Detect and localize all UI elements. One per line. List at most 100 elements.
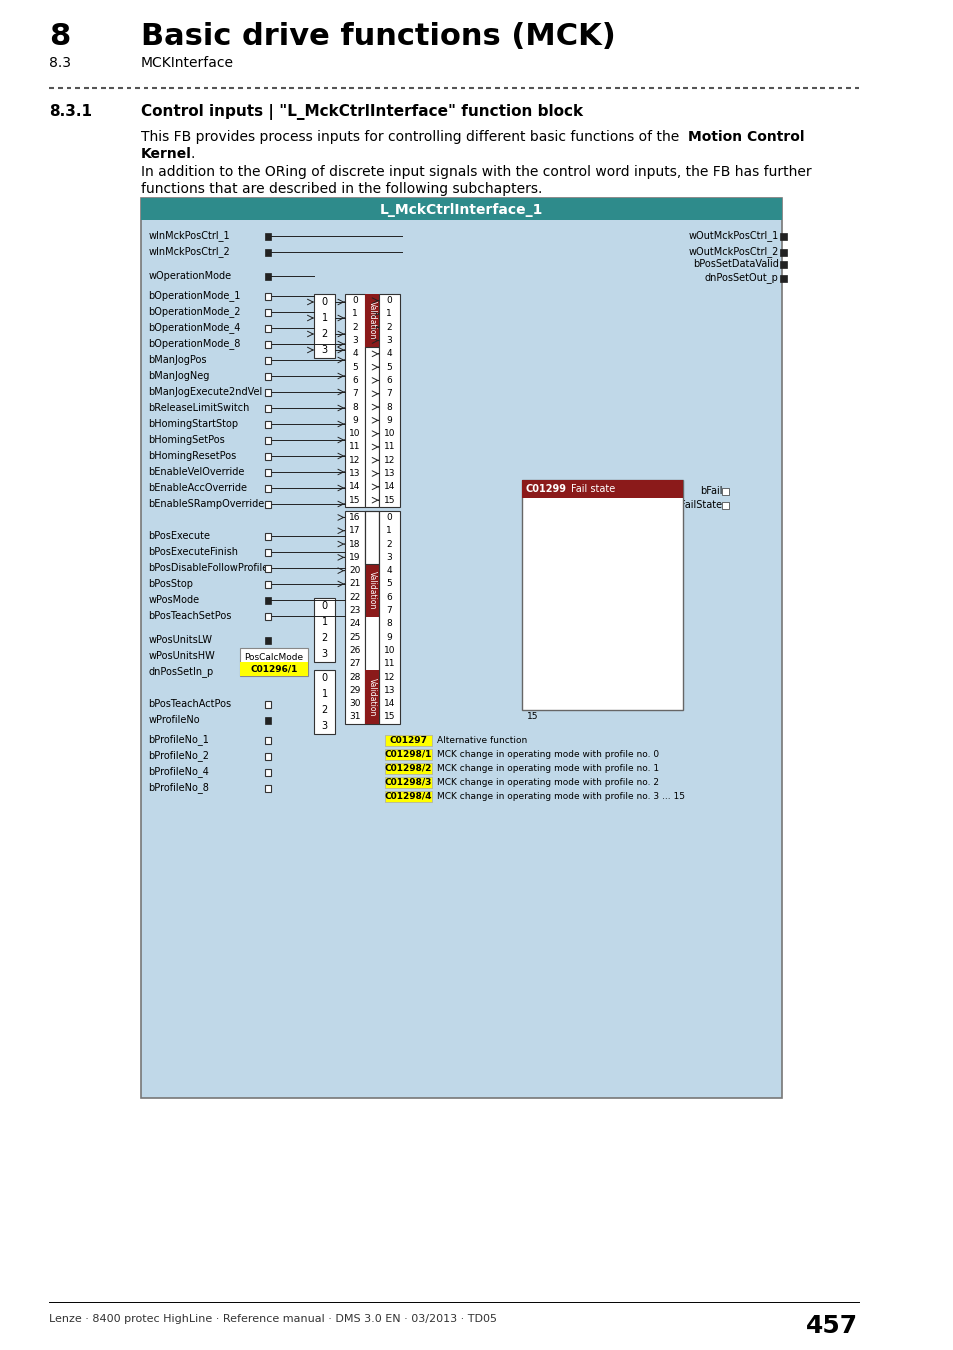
Bar (264, 389, 271, 396)
Text: 11: 11 (349, 443, 360, 451)
Bar (314, 294, 335, 358)
Bar (344, 294, 365, 506)
Text: 3: 3 (321, 346, 327, 355)
Text: bPosExecuteFinish: bPosExecuteFinish (149, 547, 238, 558)
Text: 18: 18 (349, 540, 360, 548)
Text: 1: 1 (321, 690, 327, 699)
Bar (264, 468, 271, 475)
Text: 5: 5 (352, 363, 357, 371)
Text: 12: 12 (383, 672, 395, 682)
Text: 9: 9 (386, 633, 392, 641)
Bar (264, 452, 271, 459)
Text: 0: 0 (530, 502, 536, 512)
Text: 13: 13 (383, 686, 395, 695)
Text: bEnableSRampOverride: bEnableSRampOverride (149, 500, 264, 509)
Text: L_MckCtrlInterface_1: L_MckCtrlInterface_1 (379, 202, 543, 217)
Text: 8: 8 (386, 402, 392, 412)
Text: 17: 17 (349, 526, 360, 535)
Bar (264, 485, 271, 491)
Text: InvalidOperationMode: InvalidOperationMode (542, 502, 642, 512)
Text: bFail: bFail (700, 486, 721, 495)
Text: 3: 3 (321, 721, 327, 732)
Bar (264, 668, 271, 675)
Text: 1: 1 (530, 516, 536, 525)
Text: wInMckPosCtrl_2: wInMckPosCtrl_2 (149, 247, 230, 258)
Text: 3: 3 (386, 554, 392, 562)
Text: 13: 13 (349, 468, 360, 478)
Bar (365, 671, 378, 724)
Text: 2: 2 (386, 323, 392, 332)
Text: 22: 22 (349, 593, 360, 602)
Bar (141, 198, 781, 1098)
Bar (264, 752, 271, 760)
Text: 30: 30 (349, 699, 360, 709)
Text: 5: 5 (386, 579, 392, 589)
Text: wProfileNo: wProfileNo (149, 716, 200, 725)
Text: 10: 10 (527, 643, 538, 651)
Text: 3: 3 (530, 544, 536, 554)
Text: Lenze · 8400 protec HighLine · Reference manual · DMS 3.0 EN · 03/2013 · TD05: Lenze · 8400 protec HighLine · Reference… (50, 1314, 497, 1324)
Text: bEnableAccOverride: bEnableAccOverride (149, 483, 247, 493)
Text: 7: 7 (352, 389, 357, 398)
Text: wOutMckPosCtrl_1: wOutMckPosCtrl_1 (688, 231, 778, 242)
Text: 27: 27 (349, 659, 360, 668)
Text: 12: 12 (383, 456, 395, 464)
Bar (314, 671, 335, 734)
Text: 2: 2 (321, 329, 327, 339)
Text: This FB provides process inputs for controlling different basic functions of the: This FB provides process inputs for cont… (141, 130, 682, 144)
Text: C01298/1: C01298/1 (384, 749, 432, 759)
Text: Alternative function: Alternative function (436, 736, 527, 745)
Text: bPosStop: bPosStop (149, 579, 193, 589)
Bar (264, 784, 271, 791)
Bar (264, 232, 271, 239)
Text: 7: 7 (530, 599, 536, 609)
Bar (780, 274, 786, 282)
Text: 13: 13 (527, 684, 538, 693)
Text: 9: 9 (530, 628, 536, 637)
Text: bOperationMode_1: bOperationMode_1 (149, 290, 240, 301)
Text: Kernel: Kernel (141, 147, 192, 161)
Bar (521, 481, 682, 498)
Text: 0: 0 (321, 297, 327, 306)
Text: 11: 11 (527, 656, 538, 666)
Text: 8: 8 (352, 402, 357, 412)
Text: C01298/3: C01298/3 (384, 778, 432, 787)
Text: MCK change in operating mode with profile no. 0: MCK change in operating mode with profil… (436, 749, 659, 759)
Text: 31: 31 (349, 713, 360, 721)
Text: bProfileNo_8: bProfileNo_8 (149, 783, 209, 794)
Text: 15: 15 (527, 711, 538, 721)
Text: 6: 6 (386, 375, 392, 385)
Text: 28: 28 (349, 672, 360, 682)
Bar (378, 510, 399, 724)
Text: 29: 29 (349, 686, 360, 695)
Bar (365, 510, 378, 724)
Text: wOutMckPosCtrl_2: wOutMckPosCtrl_2 (687, 247, 778, 258)
Bar (264, 501, 271, 508)
Bar (264, 701, 271, 707)
Text: 14: 14 (383, 699, 395, 709)
Text: 3: 3 (386, 336, 392, 346)
Text: 1: 1 (352, 309, 357, 319)
Text: 8.3.1: 8.3.1 (50, 104, 92, 119)
Text: C01296/1: C01296/1 (251, 664, 297, 674)
Text: .: . (191, 147, 194, 161)
Text: MCK change in operating mode with profile no. 2: MCK change in operating mode with profil… (436, 778, 659, 787)
Bar (264, 597, 271, 603)
Text: 14: 14 (349, 482, 360, 491)
Text: wOperationMode: wOperationMode (149, 271, 232, 281)
Bar (384, 776, 432, 787)
Text: 11: 11 (383, 443, 395, 451)
Text: bOperationMode_8: bOperationMode_8 (149, 339, 240, 350)
Bar (721, 501, 728, 509)
Text: bOperationMode_4: bOperationMode_4 (149, 323, 240, 333)
Text: 8.3: 8.3 (50, 55, 71, 70)
Text: 11: 11 (383, 659, 395, 668)
Bar (264, 532, 271, 540)
Text: 2: 2 (321, 706, 327, 716)
Bar (264, 737, 271, 744)
Text: Control inputs | "L_MckCtrlInterface" function block: Control inputs | "L_MckCtrlInterface" fu… (141, 104, 582, 120)
Text: 7: 7 (386, 389, 392, 398)
Text: bOperationMode_2: bOperationMode_2 (149, 306, 241, 317)
Text: bPosTeachSetPos: bPosTeachSetPos (149, 612, 232, 621)
Bar (264, 273, 271, 279)
